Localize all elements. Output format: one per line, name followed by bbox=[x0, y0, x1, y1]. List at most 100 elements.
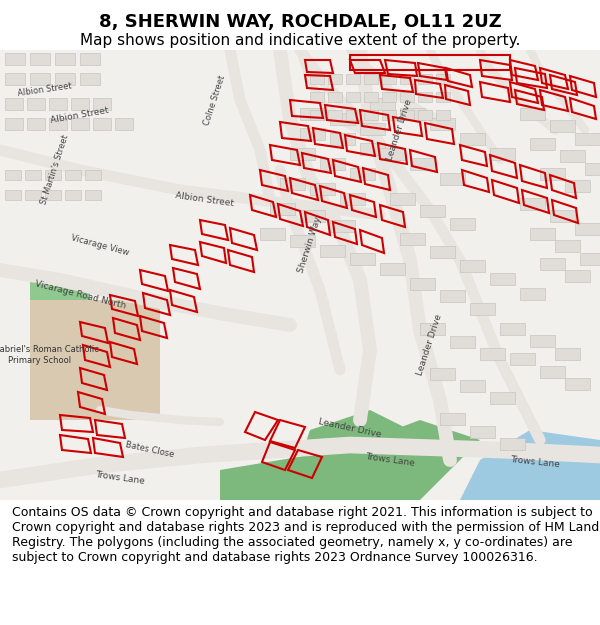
Bar bbox=[364, 74, 378, 84]
Bar bbox=[550, 210, 575, 222]
Bar bbox=[5, 53, 25, 65]
Bar bbox=[5, 190, 21, 200]
Text: Contains OS data © Crown copyright and database right 2021. This information is : Contains OS data © Crown copyright and d… bbox=[12, 506, 599, 564]
Text: Trows Lane: Trows Lane bbox=[510, 455, 560, 469]
Bar bbox=[310, 110, 324, 120]
Text: Leander Drive: Leander Drive bbox=[318, 417, 382, 439]
Bar bbox=[330, 113, 355, 125]
Bar bbox=[430, 246, 455, 258]
Bar bbox=[580, 253, 600, 265]
Bar bbox=[328, 74, 342, 84]
Bar bbox=[450, 218, 475, 230]
Text: Albion Street: Albion Street bbox=[50, 106, 110, 124]
Bar bbox=[360, 123, 385, 135]
Bar bbox=[585, 163, 600, 175]
Bar bbox=[27, 98, 45, 110]
Text: Trows Lane: Trows Lane bbox=[95, 470, 145, 486]
Bar bbox=[440, 290, 465, 302]
Bar bbox=[490, 273, 515, 285]
Text: 8, SHERWIN WAY, ROCHDALE, OL11 2UZ: 8, SHERWIN WAY, ROCHDALE, OL11 2UZ bbox=[98, 13, 502, 31]
Bar bbox=[540, 258, 565, 270]
Bar bbox=[565, 180, 590, 192]
Bar bbox=[510, 353, 535, 365]
Bar bbox=[565, 378, 590, 390]
Bar bbox=[500, 323, 525, 335]
Bar bbox=[5, 118, 23, 130]
Bar bbox=[30, 73, 50, 85]
Bar bbox=[470, 426, 495, 438]
Text: Colne Street: Colne Street bbox=[203, 74, 227, 126]
Bar bbox=[550, 120, 575, 132]
Bar bbox=[480, 348, 505, 360]
Text: Vicarage Road North: Vicarage Road North bbox=[34, 279, 127, 311]
Bar bbox=[540, 168, 565, 180]
Bar bbox=[310, 74, 324, 84]
Polygon shape bbox=[460, 430, 600, 500]
Bar bbox=[320, 158, 345, 170]
Text: Vicarage View: Vicarage View bbox=[70, 233, 130, 257]
Bar bbox=[270, 203, 295, 215]
Bar bbox=[430, 368, 455, 380]
Bar bbox=[346, 92, 360, 102]
Bar bbox=[290, 148, 315, 160]
Bar bbox=[555, 348, 580, 360]
Bar bbox=[555, 240, 580, 252]
Bar bbox=[30, 53, 50, 65]
Bar bbox=[85, 190, 101, 200]
Bar bbox=[382, 92, 396, 102]
Bar bbox=[440, 413, 465, 425]
Text: St Gabriel's Roman Catholic
Primary School: St Gabriel's Roman Catholic Primary Scho… bbox=[0, 345, 98, 365]
Bar bbox=[420, 205, 445, 217]
Bar bbox=[310, 183, 335, 195]
Bar bbox=[330, 220, 355, 232]
Bar bbox=[470, 303, 495, 315]
Bar bbox=[320, 245, 345, 257]
Bar bbox=[540, 366, 565, 378]
Bar bbox=[93, 118, 111, 130]
Bar bbox=[436, 110, 450, 120]
Bar bbox=[65, 190, 81, 200]
Bar bbox=[85, 170, 101, 180]
Bar bbox=[418, 110, 432, 120]
Bar bbox=[5, 98, 23, 110]
Bar bbox=[55, 53, 75, 65]
Bar bbox=[30, 300, 160, 420]
Bar bbox=[530, 335, 555, 347]
Text: Trows Lane: Trows Lane bbox=[365, 452, 415, 468]
Bar bbox=[80, 53, 100, 65]
Bar bbox=[390, 193, 415, 205]
Bar bbox=[27, 118, 45, 130]
Bar bbox=[380, 263, 405, 275]
Bar bbox=[260, 228, 285, 240]
Bar bbox=[490, 392, 515, 404]
Bar bbox=[450, 336, 475, 348]
Polygon shape bbox=[300, 410, 410, 460]
Bar bbox=[400, 233, 425, 245]
Bar bbox=[575, 133, 600, 145]
Bar bbox=[436, 74, 450, 84]
Bar bbox=[330, 133, 355, 145]
Text: Leander Drive: Leander Drive bbox=[416, 313, 444, 377]
Bar bbox=[5, 73, 25, 85]
Bar bbox=[350, 253, 375, 265]
Bar bbox=[310, 92, 324, 102]
Bar bbox=[520, 288, 545, 300]
Text: Bates Close: Bates Close bbox=[125, 441, 175, 459]
Bar bbox=[300, 108, 325, 120]
Bar bbox=[460, 133, 485, 145]
Bar bbox=[115, 118, 133, 130]
Bar bbox=[45, 190, 61, 200]
Bar bbox=[71, 98, 89, 110]
Bar bbox=[328, 110, 342, 120]
Text: Leander Drive: Leander Drive bbox=[386, 98, 414, 162]
Bar bbox=[364, 110, 378, 120]
Bar bbox=[520, 198, 545, 210]
Bar bbox=[500, 438, 525, 450]
Bar bbox=[346, 74, 360, 84]
Text: St Martin's Street: St Martin's Street bbox=[40, 134, 71, 206]
Bar bbox=[5, 170, 21, 180]
Polygon shape bbox=[30, 280, 90, 340]
Bar bbox=[45, 170, 61, 180]
Bar bbox=[460, 260, 485, 272]
Bar bbox=[49, 118, 67, 130]
